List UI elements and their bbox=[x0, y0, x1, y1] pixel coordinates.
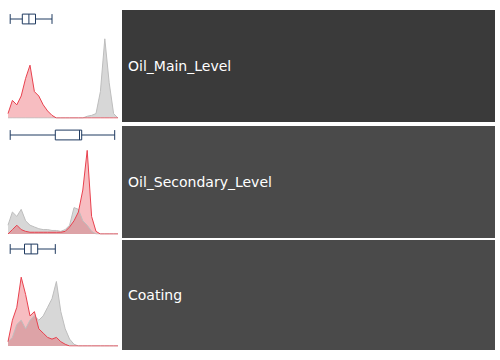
svg-text:Oil_Main_Level: Oil_Main_Level bbox=[128, 58, 231, 74]
svg-text:Coating: Coating bbox=[128, 287, 182, 303]
svg-text:Oil_Secondary_Level: Oil_Secondary_Level bbox=[128, 174, 272, 190]
